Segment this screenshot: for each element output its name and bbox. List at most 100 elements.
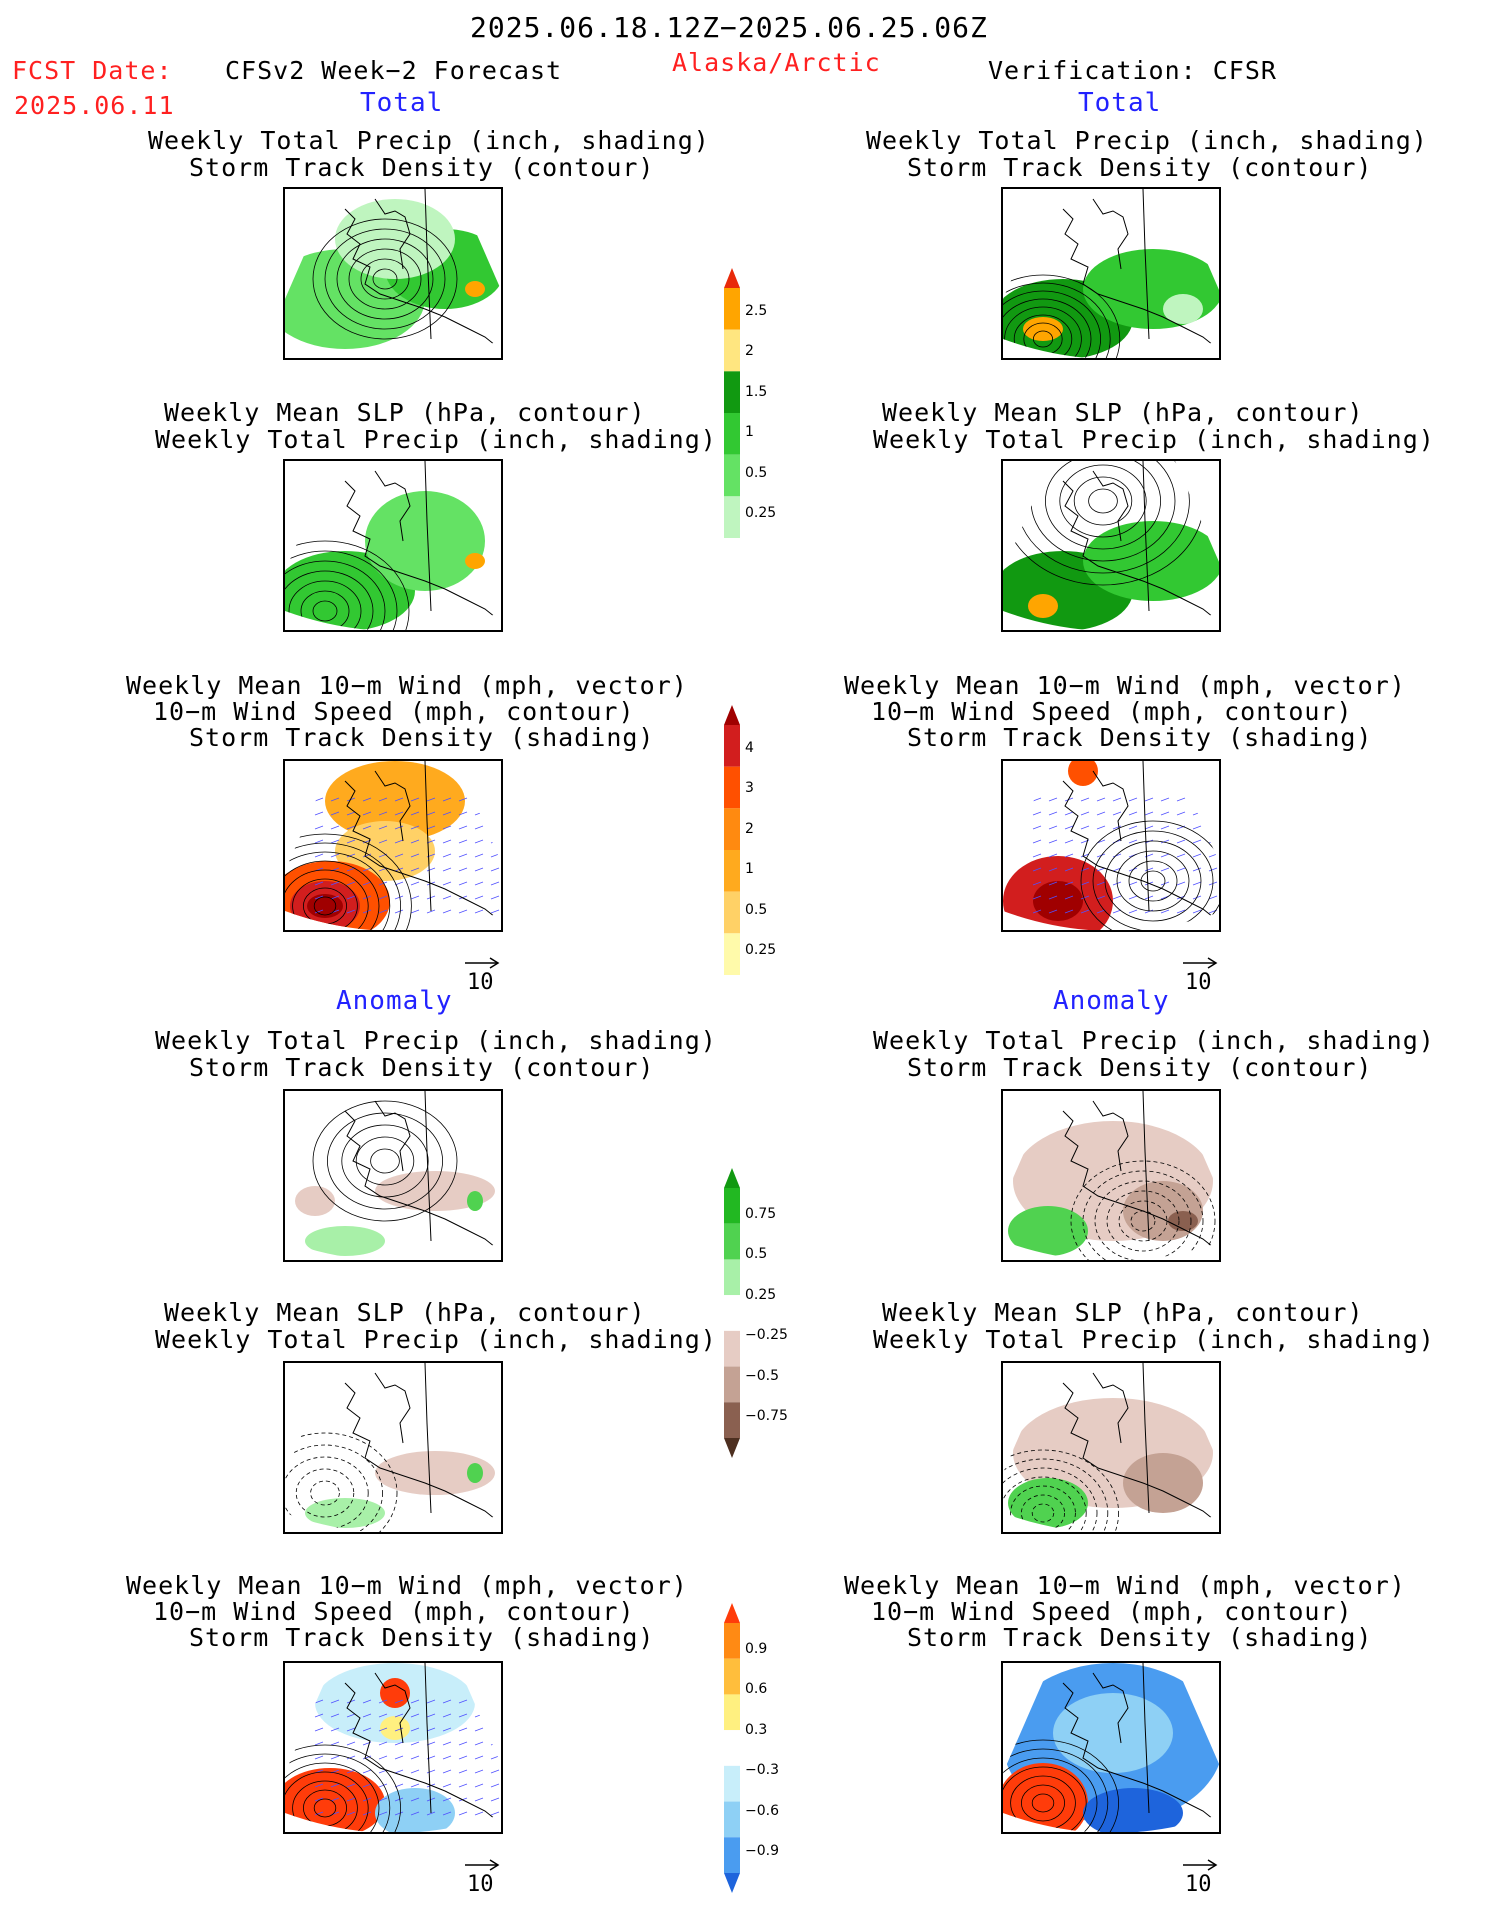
wind-vector (1096, 895, 1106, 900)
map-domain (1003, 1663, 1219, 1832)
wind-vector (346, 909, 356, 914)
wind-vector (1064, 811, 1074, 816)
map-plot (285, 1363, 501, 1532)
wind-vector (1176, 797, 1186, 802)
colorbar-segment (724, 766, 740, 809)
cb-sanom-tick: 0.3 (745, 1722, 768, 1738)
wind-vector (378, 839, 388, 844)
wind-vector (410, 1755, 420, 1760)
title-r6-line1: Weekly Mean 10−m Wind (mph, vector) (844, 1571, 1406, 1600)
contour-line (1094, 1180, 1192, 1260)
wind-vector (362, 1783, 372, 1788)
map-domain (295, 1091, 501, 1256)
title-r1-line2: Storm Track Density (contour) (907, 153, 1373, 182)
map-plot (1008, 1091, 1219, 1260)
ref-vector-arrow-l2 (465, 1859, 500, 1871)
ref-vector-label-r1: 10 (1185, 970, 1212, 995)
fcst-date-value: 2025.06.11 (14, 91, 175, 120)
colorbar-segment (724, 454, 740, 497)
wind-vector (426, 811, 436, 816)
wind-vector (1160, 825, 1170, 830)
wind-vector (474, 1783, 484, 1788)
wind-vector (330, 1727, 340, 1732)
wind-vector (442, 811, 452, 816)
colorbar-segment (724, 371, 740, 413)
title-l6-line1: Weekly Mean 10−m Wind (mph, vector) (126, 1571, 688, 1600)
wind-vector (378, 1727, 388, 1732)
contour-line (285, 570, 374, 630)
wind-vector (330, 825, 340, 830)
wind-vector (1032, 825, 1042, 830)
wind-vector (410, 853, 420, 858)
shaded-region (1083, 521, 1219, 601)
wind-vector (362, 1699, 372, 1704)
wind-vector (378, 1741, 388, 1746)
wind-vector (458, 853, 468, 858)
shaded-region (1083, 249, 1219, 329)
wind-vector (1096, 909, 1106, 914)
wind-vector (1032, 909, 1042, 914)
shaded-region (375, 1788, 455, 1832)
wind-vector (474, 811, 484, 816)
cb-storm-tick: 4 (745, 740, 754, 756)
contour-line (312, 1100, 458, 1222)
title-l6-line3: Storm Track Density (shading) (189, 1623, 655, 1652)
contour-line (313, 1798, 337, 1818)
wind-vector (426, 797, 436, 802)
contour-line (360, 258, 410, 300)
wind-vector (346, 867, 356, 872)
contour-line (313, 896, 337, 916)
wind-vector (1112, 811, 1122, 816)
wind-vector (330, 1699, 340, 1704)
wind-vector (1032, 853, 1042, 858)
shaded-region (375, 1171, 495, 1211)
colorbar-segment (724, 808, 740, 850)
wind-vector (458, 1783, 468, 1788)
title-r2-line2: Weekly Total Precip (inch, shading) (873, 425, 1435, 454)
wind-vector (330, 1713, 340, 1718)
title-l3-line3: Storm Track Density (shading) (189, 723, 655, 752)
cb-storm-tick: 3 (745, 780, 754, 796)
wind-vector (490, 895, 500, 900)
wind-vector (362, 1811, 372, 1816)
wind-vector (490, 1727, 500, 1732)
wind-vector (1048, 867, 1058, 872)
contour-line (1003, 282, 1111, 358)
wind-vector (458, 1769, 468, 1774)
cb-precip-tick: 1 (745, 424, 754, 440)
wind-vector (410, 825, 420, 830)
contour-line (1003, 1757, 1098, 1832)
contour-line (1070, 1160, 1216, 1260)
wind-vector (314, 839, 324, 844)
colorbar-segment (724, 1801, 740, 1838)
title-l4-line2: Storm Track Density (contour) (189, 1053, 655, 1082)
map-plot (285, 1663, 501, 1832)
map-domain (285, 1363, 501, 1532)
section-anomaly-right: Anomaly (1053, 986, 1170, 1016)
colorbar-segment (724, 933, 740, 975)
wind-vector (394, 895, 404, 900)
map-cfsr-total-precip-storm (1001, 187, 1221, 360)
wind-vector (394, 1741, 404, 1746)
contour-line (327, 1112, 443, 1210)
colorbar-segment (724, 1438, 740, 1458)
shaded-region (305, 1226, 385, 1256)
contour-line (1003, 1467, 1098, 1532)
wind-vector (410, 867, 420, 872)
wind-vector (314, 1727, 324, 1732)
wind-vector (394, 1769, 404, 1774)
title-r4-line2: Storm Track Density (contour) (907, 1053, 1373, 1082)
cb-panom-tick: 0.75 (745, 1206, 777, 1222)
contour-line (1128, 860, 1178, 902)
section-total-left: Total (360, 88, 444, 118)
shaded-region (465, 281, 485, 297)
wind-vector (314, 797, 324, 802)
map-cfsr-anom-wind-storm (1001, 1661, 1221, 1834)
wind-vector (1128, 909, 1138, 914)
shaded-region (467, 1463, 483, 1483)
colorbar-segment (724, 496, 740, 538)
wind-vector (1096, 839, 1106, 844)
wind-vector (1080, 909, 1090, 914)
contour-line (1088, 488, 1118, 514)
wind-vector (346, 811, 356, 816)
